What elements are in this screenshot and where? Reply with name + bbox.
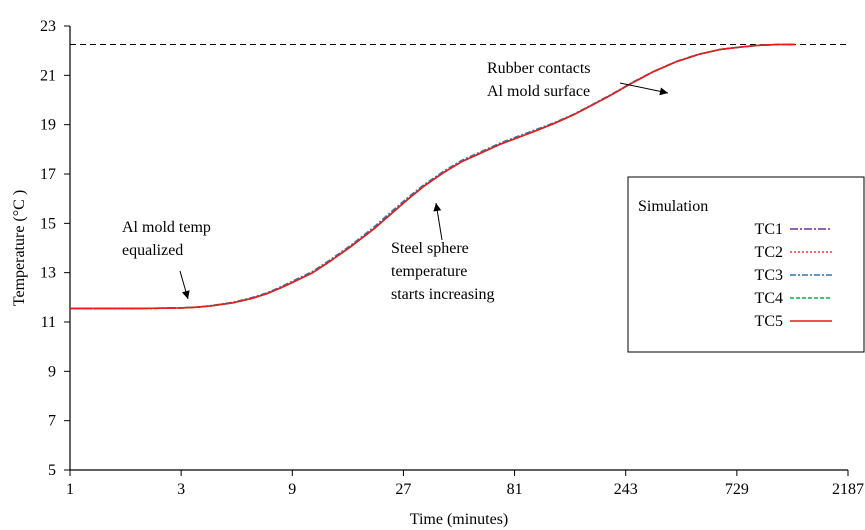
- legend-title: Simulation: [638, 198, 708, 215]
- series-line-tc3: [70, 43, 796, 310]
- y-axis-title: Temperature (°C ): [11, 190, 28, 306]
- x-tick-label: 9: [288, 481, 296, 498]
- annotation-text: Rubber contacts: [487, 60, 591, 77]
- annotation-text: equalized: [122, 242, 183, 259]
- x-axis-title: Time (minutes): [410, 511, 509, 528]
- annotation-arrow: [619, 82, 669, 94]
- series-line-tc5: [70, 43, 796, 310]
- y-tick-label: 17: [40, 166, 56, 183]
- x-tick-label: 1: [66, 481, 74, 498]
- y-tick-label: 9: [48, 363, 56, 380]
- legend-label-tc1: TC1: [755, 221, 783, 238]
- legend: Simulation TC1 TC2 TC3 TC4 TC5: [627, 176, 865, 353]
- x-tick-label: 729: [725, 481, 749, 498]
- y-tick-label: 23: [40, 18, 56, 35]
- series-group: [70, 43, 796, 310]
- x-ticks: 1 3 9 27 81 243 729 2187: [66, 470, 864, 498]
- x-tick-label: 81: [507, 481, 523, 498]
- annotation-arrow-head: [181, 290, 190, 299]
- annotation-text: temperature: [391, 263, 467, 280]
- legend-label-tc2: TC2: [755, 244, 783, 261]
- annotation-group: Al mold temp equalized Steel sphere tempera…: [122, 60, 669, 303]
- y-tick-label: 21: [40, 67, 56, 84]
- x-tick-label: 27: [395, 481, 411, 498]
- annotation-arrow-head: [433, 203, 442, 212]
- annotation-text: Al mold surface: [487, 83, 590, 100]
- x-tick-label: 3: [177, 481, 185, 498]
- y-tick-label: 13: [40, 265, 56, 282]
- legend-entries: TC1 TC2 TC3 TC4 TC5: [755, 221, 832, 330]
- legend-label-tc4: TC4: [755, 290, 783, 307]
- legend-box: [627, 176, 865, 353]
- y-tick-label: 11: [41, 314, 56, 331]
- annotation-arrow-head: [659, 87, 668, 96]
- x-tick-label: 243: [614, 481, 638, 498]
- annotation-text: starts increasing: [391, 286, 495, 303]
- legend-label-tc3: TC3: [755, 267, 783, 284]
- legend-label-tc5: TC5: [755, 313, 783, 330]
- annotation-text: Steel sphere: [391, 240, 469, 257]
- y-ticks: 5 7 9 11 13 15 17 19 21 23: [40, 18, 70, 479]
- x-tick-label: 2187: [832, 481, 864, 498]
- y-tick-label: 15: [40, 215, 56, 232]
- y-tick-label: 7: [48, 413, 56, 430]
- annotation-text: Al mold temp: [122, 219, 211, 236]
- y-tick-label: 5: [48, 462, 56, 479]
- y-tick-label: 19: [40, 117, 56, 134]
